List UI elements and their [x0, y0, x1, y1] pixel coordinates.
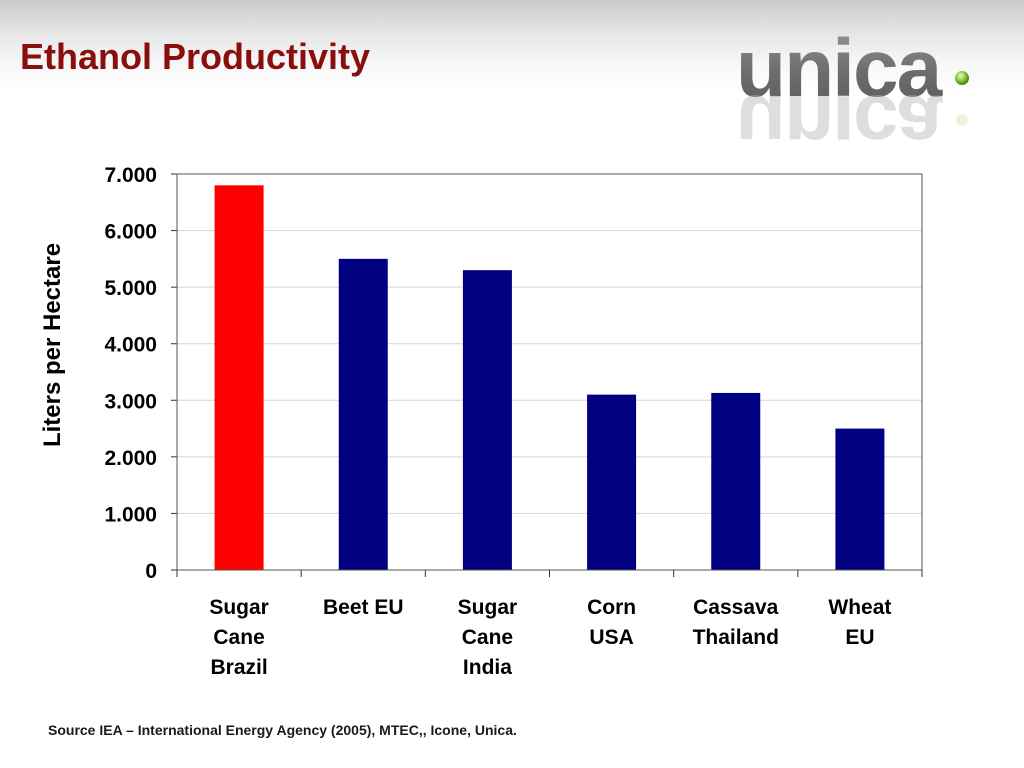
logo-text: unica — [736, 28, 944, 114]
bar-1 — [214, 185, 264, 571]
bar-4 — [587, 394, 637, 570]
source-note: Source IEA – International Energy Agency… — [48, 722, 517, 738]
category-label: Beet EU — [323, 596, 404, 619]
y-tick-label: 5.000 — [104, 277, 157, 300]
y-tick-label: 3.000 — [104, 390, 157, 413]
bar-5 — [711, 392, 761, 570]
axes — [171, 173, 923, 577]
y-tick-label: 0 — [145, 560, 157, 583]
logo-text-reflection: unica — [736, 78, 944, 143]
category-label: Sugar Cane Brazil — [209, 596, 269, 679]
y-tick-labels: 0 1.000 2.000 3.000 4.000 5.000 6.000 7.000 — [104, 164, 157, 583]
logo-dot-reflection-icon — [956, 114, 968, 126]
y-axis-label: Liters per Hectare — [39, 243, 66, 447]
category-label: Cassava Thailand — [693, 596, 779, 649]
gridlines — [177, 173, 922, 514]
y-tick-label: 1.000 — [104, 503, 157, 526]
page-title: Ethanol Productivity — [20, 36, 371, 77]
plot-frame — [176, 173, 923, 571]
y-tick-label: 7.000 — [104, 164, 157, 187]
bar-3 — [462, 270, 512, 570]
unica-logo: unica unica — [736, 28, 969, 143]
y-tick-label: 4.000 — [104, 334, 157, 357]
category-label: Wheat EU — [828, 596, 891, 649]
category-label: Corn USA — [587, 596, 636, 649]
logo-dot-icon — [955, 71, 969, 85]
category-labels: Sugar Cane Brazil Beet EU Sugar Cane India Corn… — [209, 596, 891, 679]
y-tick-label: 6.000 — [104, 221, 157, 244]
y-tick-label: 2.000 — [104, 447, 157, 470]
header-band — [0, 0, 1024, 92]
bars — [214, 185, 885, 571]
category-label: Sugar Cane India — [458, 596, 518, 679]
bar-6 — [835, 428, 885, 570]
bar-2 — [338, 258, 388, 570]
